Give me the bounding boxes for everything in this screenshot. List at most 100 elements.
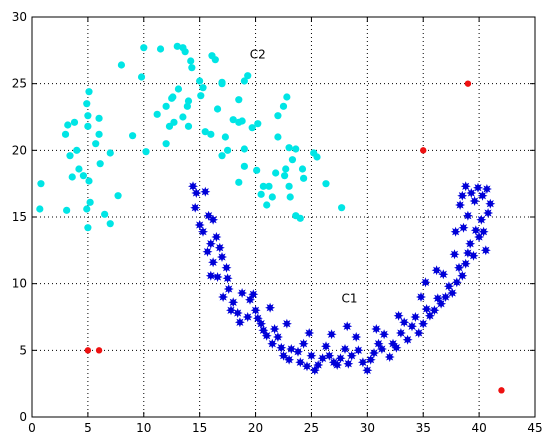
- annotations: C2 C1: [250, 47, 358, 305]
- series-1-point: [473, 182, 483, 193]
- series-0-point: [142, 148, 150, 156]
- series-1-point: [194, 220, 205, 230]
- x-tick-label: 0: [28, 421, 36, 435]
- series-1-point: [483, 208, 494, 218]
- series-0-point: [184, 97, 193, 105]
- series-1-point: [272, 332, 283, 342]
- series-2-point: [95, 347, 103, 354]
- axis-ticks: [31, 16, 536, 418]
- series-1-point: [302, 361, 312, 372]
- series-1-point: [395, 328, 406, 338]
- series-1-point: [402, 334, 413, 345]
- series-1-point: [429, 305, 440, 316]
- series-0-point: [188, 64, 196, 72]
- series-1-point: [416, 292, 426, 302]
- series-1-point: [265, 302, 276, 313]
- series-0-point: [292, 145, 300, 153]
- series-1-point: [407, 321, 417, 332]
- series-1-point: [460, 181, 471, 192]
- series-0-point: [253, 166, 261, 174]
- series-1-point: [449, 249, 460, 260]
- x-tick-label: 25: [304, 421, 319, 435]
- series-0-point: [84, 112, 92, 120]
- series-0-point: [221, 133, 229, 141]
- series-1-point: [269, 324, 280, 334]
- series-0-point: [229, 116, 237, 124]
- data-points: [36, 42, 505, 394]
- series-0-point: [162, 102, 170, 110]
- series-1-point: [357, 357, 368, 368]
- series-1-point: [465, 238, 476, 249]
- series-0-point: [187, 57, 195, 65]
- series-1-point: [462, 210, 473, 221]
- series-1-point: [424, 310, 435, 321]
- series-1-point: [454, 262, 464, 273]
- series-1-point: [232, 308, 243, 318]
- series-0-point: [218, 80, 226, 88]
- series-1-point: [393, 310, 404, 321]
- series-0-point: [174, 85, 183, 93]
- x-tick-label: 15: [192, 421, 207, 435]
- series-1-point: [447, 288, 458, 298]
- series-0-point: [300, 174, 308, 182]
- x-tick-label: 35: [416, 421, 431, 435]
- series-1-point: [431, 265, 442, 276]
- series-0-point: [279, 102, 288, 110]
- series-1-point: [379, 329, 390, 340]
- series-0-point: [70, 118, 79, 126]
- annotation-c1: C1: [341, 291, 357, 305]
- series-0-point: [283, 93, 291, 101]
- series-1-point: [205, 238, 216, 249]
- series-0-point: [285, 144, 293, 152]
- series-0-point: [79, 172, 88, 180]
- series-0-point: [286, 193, 294, 201]
- series-0-point: [106, 149, 114, 157]
- series-0-point: [213, 105, 222, 113]
- series-0-point: [235, 96, 243, 104]
- series-0-point: [61, 130, 70, 138]
- series-0-point: [281, 172, 289, 180]
- series-1-point: [420, 277, 431, 288]
- series-1-point: [234, 317, 245, 328]
- series-0-point: [272, 169, 280, 177]
- series-1-point: [326, 329, 337, 340]
- series-1-point: [351, 332, 362, 342]
- series-0-point: [285, 182, 293, 190]
- series-0-point: [196, 77, 204, 85]
- series-1-point: [480, 245, 491, 256]
- x-tick-label: 40: [471, 421, 486, 435]
- series-0-point: [137, 73, 146, 81]
- series-1-point: [321, 341, 331, 352]
- series-0-point: [83, 100, 91, 108]
- series-0-point: [218, 152, 226, 160]
- series-1-point: [342, 321, 353, 332]
- series-0-point: [288, 156, 297, 164]
- series-1-point: [457, 190, 468, 201]
- series-1-point: [205, 270, 216, 281]
- series-1-point: [455, 200, 466, 210]
- series-0-point: [240, 77, 248, 85]
- series-0-point: [338, 204, 346, 212]
- series-1-point: [413, 328, 424, 338]
- series-1-point: [190, 202, 201, 213]
- series-1-point: [457, 270, 468, 281]
- series-1-point: [278, 350, 289, 361]
- series-0-point: [240, 145, 248, 153]
- y-tick-label: 20: [12, 143, 27, 157]
- series-1-point: [410, 312, 421, 322]
- series-1-point: [346, 350, 357, 361]
- series-0-point: [84, 122, 92, 130]
- series-0-point: [153, 110, 161, 118]
- series-0-point: [181, 48, 189, 56]
- series-1-point: [485, 198, 496, 209]
- y-tick-label: 30: [12, 10, 27, 24]
- series-0-point: [244, 72, 252, 80]
- series-1-point: [332, 360, 343, 370]
- y-tick-label: 15: [12, 210, 27, 224]
- series-0-point: [298, 165, 307, 173]
- series-0-point: [101, 210, 109, 218]
- series-1-point: [469, 196, 480, 206]
- series-1-point: [309, 365, 320, 376]
- series-0-point: [235, 178, 243, 186]
